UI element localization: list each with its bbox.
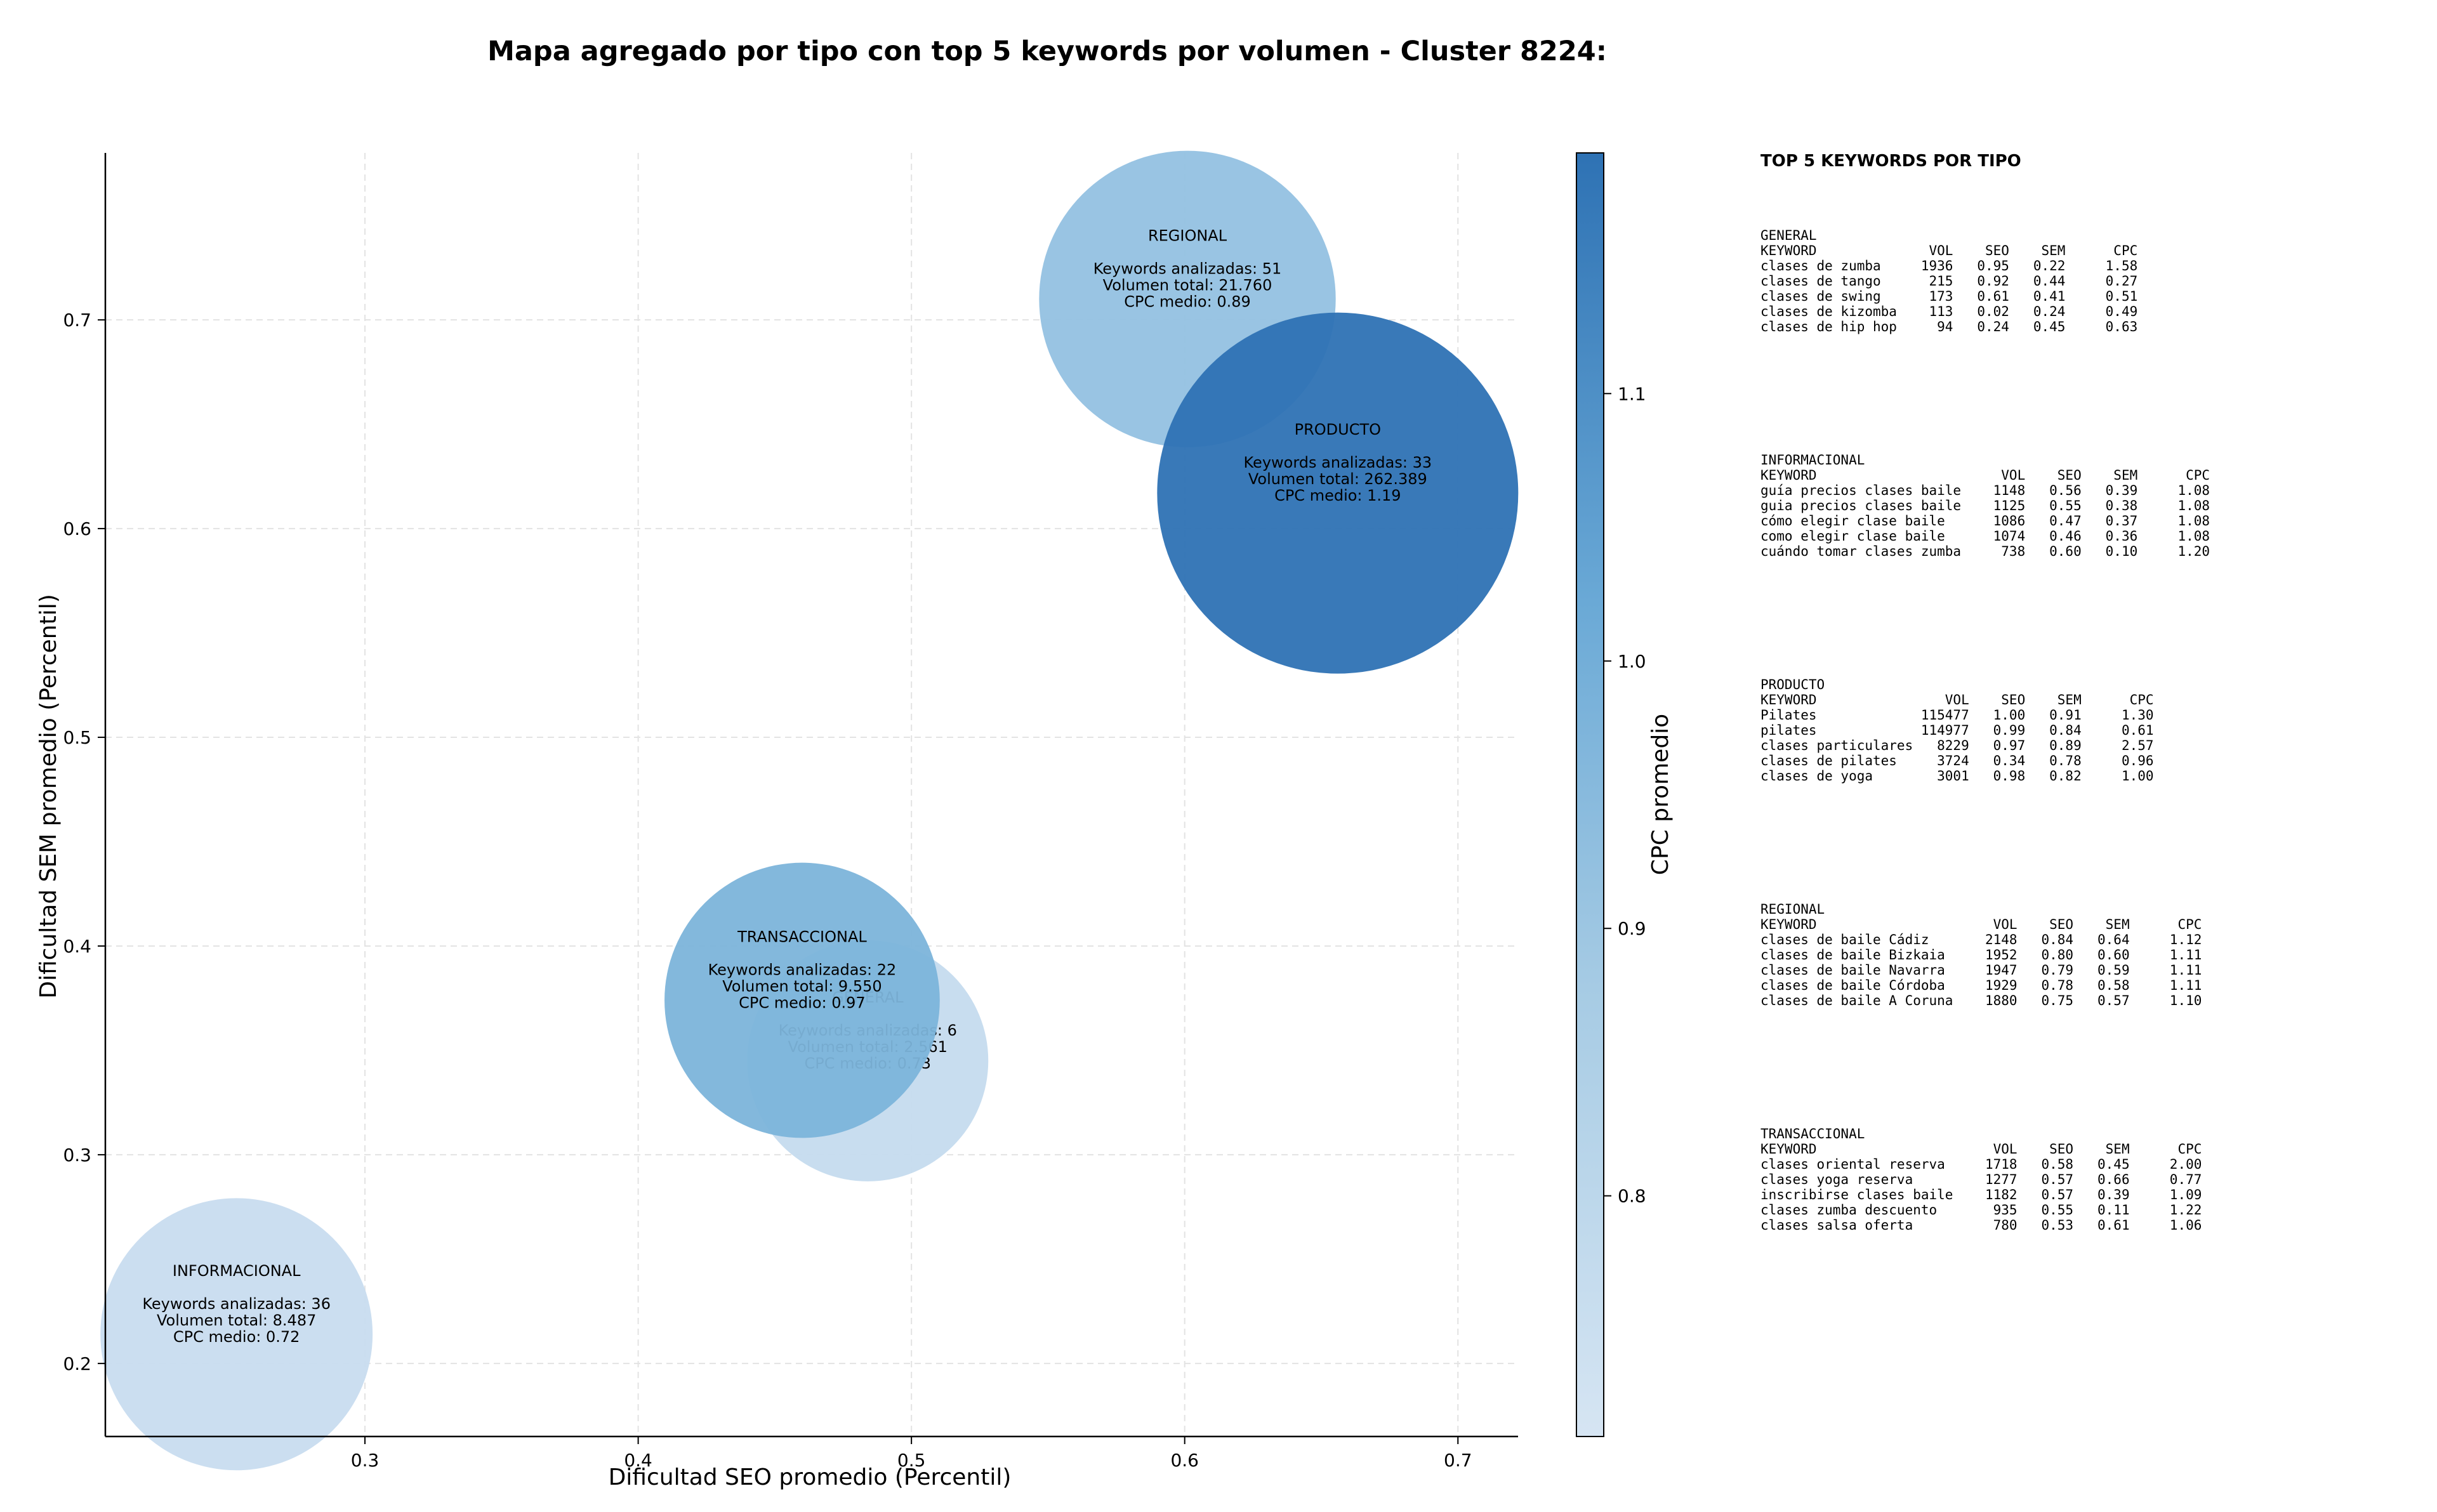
x-tick-label: 0.3	[351, 1450, 380, 1471]
keyword-table-header: KEYWORD VOL SEO SEM CPC	[1760, 917, 2202, 932]
bubble-name: PRODUCTO	[1295, 421, 1381, 438]
x-tick-label: 0.4	[624, 1450, 652, 1471]
keyword-row: clases salsa oferta 780 0.53 0.61 1.06	[1760, 1218, 2202, 1233]
colorbar-tick-label: 1.1	[1618, 383, 1646, 404]
keyword-table-header: KEYWORD VOL SEO SEM CPC	[1760, 692, 2154, 707]
x-tick-label: 0.5	[897, 1450, 926, 1471]
keyword-row: clases yoga reserva 1277 0.57 0.66 0.77	[1760, 1172, 2202, 1187]
axes: 0.3 0.4 0.5 0.6 0.7 0.2 0.3 0.4 0.5 0.6 0.7	[63, 153, 1518, 1471]
bubble-name: REGIONAL	[1148, 227, 1227, 244]
bubble-volume-label: Volumen total: 21.760	[1103, 276, 1272, 294]
x-axis-label: Dificultad SEO promedio (Percentil)	[609, 1464, 1012, 1490]
keyword-table-header: KEYWORD VOL SEO SEM CPC	[1760, 243, 2137, 258]
bubble-keywords-label: Keywords analizadas: 33	[1244, 454, 1432, 471]
colorbar-tick-label: 0.9	[1618, 918, 1646, 939]
keyword-row: clases de hip hop 94 0.24 0.45 0.63	[1760, 319, 2137, 334]
bubble-informacional: INFORMACIONAL Keywords analizadas: 36Volu…	[100, 1198, 373, 1471]
keyword-row: clases de baile Bizkaia 1952 0.80 0.60 1…	[1760, 947, 2202, 963]
keyword-group-title: GENERAL	[1760, 228, 1817, 243]
keyword-row: cómo elegir clase baile 1086 0.47 0.37 1…	[1760, 513, 2210, 529]
keyword-group-title: PRODUCTO	[1760, 677, 1825, 692]
bubble-volume-label: Volumen total: 262.389	[1248, 470, 1427, 488]
keyword-row: clases oriental reserva 1718 0.58 0.45 2…	[1760, 1157, 2202, 1172]
bubble-cpc-label: CPC medio: 0.72	[173, 1328, 300, 1346]
keyword-group-title: INFORMACIONAL	[1760, 452, 1865, 468]
keyword-row: Pilates 115477 1.00 0.91 1.30	[1760, 707, 2154, 723]
bubble-cpc-label: CPC medio: 1.19	[1274, 487, 1401, 504]
bubble-name: INFORMACIONAL	[173, 1262, 301, 1280]
keyword-row: clases particulares 8229 0.97 0.89 2.57	[1760, 738, 2154, 753]
bubble-keywords-label: Keywords analizadas: 36	[142, 1295, 331, 1313]
bubble-circle	[100, 1198, 373, 1471]
keyword-row: clases de baile Córdoba 1929 0.78 0.58 1…	[1760, 978, 2202, 993]
bubble-volume-label: Volumen total: 9.550	[722, 978, 882, 996]
colorbar-tick-label: 1.0	[1618, 651, 1646, 672]
x-tick-label: 0.7	[1444, 1450, 1472, 1471]
keyword-row: guia precios clases baile 1125 0.55 0.38…	[1760, 498, 2210, 513]
keyword-row: clases de baile A Coruna 1880 0.75 0.57 …	[1760, 993, 2202, 1008]
keyword-row: clases de baile Cádiz 2148 0.84 0.64 1.1…	[1760, 932, 2202, 947]
keyword-group-title: TRANSACCIONAL	[1760, 1126, 1865, 1141]
y-tick-label: 0.2	[63, 1353, 91, 1374]
chart-title: Mapa agregado por tipo con top 5 keyword…	[487, 36, 1607, 67]
colorbar: 0.8 0.9 1.0 1.1 CPC promedio	[1576, 152, 1674, 1437]
keyword-row: clases de tango 215 0.92 0.44 0.27	[1760, 273, 2137, 289]
y-tick-label: 0.6	[63, 518, 91, 539]
keyword-table-header: KEYWORD VOL SEO SEM CPC	[1760, 1141, 2202, 1157]
y-tick-label: 0.4	[63, 936, 91, 957]
keyword-row: inscribirse clases baile 1182 0.57 0.39 …	[1760, 1187, 2202, 1202]
keyword-row: cuándo tomar clases zumba 738 0.60 0.10 …	[1760, 544, 2210, 559]
keyword-row: clases de baile Navarra 1947 0.79 0.59 1…	[1760, 963, 2202, 978]
keyword-row: clases de swing 173 0.61 0.41 0.51	[1760, 289, 2137, 304]
x-tick-label: 0.6	[1170, 1450, 1199, 1471]
bubble-circle	[1157, 312, 1519, 674]
keyword-row: clases de kizomba 113 0.02 0.24 0.49	[1760, 304, 2137, 319]
bubble-circle	[664, 862, 940, 1138]
bubble-cpc-label: CPC medio: 0.97	[739, 994, 866, 1012]
bubble-keywords-label: Keywords analizadas: 51	[1093, 260, 1282, 277]
colorbar-gradient	[1576, 152, 1604, 1437]
bubble-volume-label: Volumen total: 8.487	[157, 1311, 316, 1329]
colorbar-tick-label: 0.8	[1618, 1186, 1646, 1207]
keyword-row: clases zumba descuento 935 0.55 0.11 1.2…	[1760, 1202, 2202, 1218]
y-tick-label: 0.7	[63, 310, 91, 331]
keyword-row: clases de yoga 3001 0.98 0.82 1.00	[1760, 768, 2154, 784]
keyword-row: clases de zumba 1936 0.95 0.22 1.58	[1760, 258, 2137, 273]
keyword-group-title: REGIONAL	[1760, 902, 1825, 917]
bubble-name: TRANSACCIONAL	[737, 928, 867, 946]
bubble-cpc-label: CPC medio: 0.89	[1124, 293, 1251, 310]
keyword-row: clases de pilates 3724 0.34 0.78 0.96	[1760, 753, 2154, 768]
y-tick-label: 0.3	[63, 1145, 91, 1166]
bubble-keywords-label: Keywords analizadas: 22	[708, 961, 897, 979]
y-tick-label: 0.5	[63, 727, 91, 748]
keyword-row: pilates 114977 0.99 0.84 0.61	[1760, 723, 2154, 738]
keyword-row: guía precios clases baile 1148 0.56 0.39…	[1760, 483, 2210, 498]
y-axis-label: Dificultad SEM promedio (Percentil)	[36, 594, 62, 999]
bubble-transaccional: TRANSACCIONAL Keywords analizadas: 22Volu…	[664, 862, 940, 1138]
colorbar-ticks: 0.8 0.9 1.0 1.1	[1604, 383, 1646, 1207]
keyword-table-header: KEYWORD VOL SEO SEM CPC	[1760, 468, 2210, 483]
colorbar-label: CPC promedio	[1648, 714, 1674, 875]
keyword-row: como elegir clase baile 1074 0.46 0.36 1…	[1760, 529, 2210, 544]
top-keywords-heading: TOP 5 KEYWORDS POR TIPO	[1760, 152, 2021, 171]
